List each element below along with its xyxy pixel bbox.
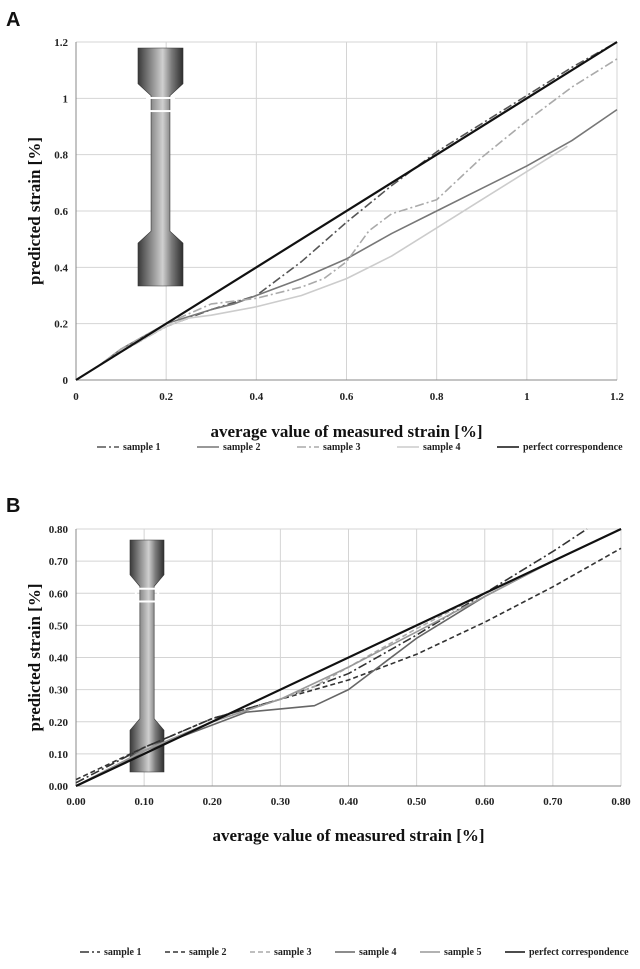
y-tick-label: 0.80 (49, 524, 69, 536)
legend-label: sample 1 (104, 947, 142, 958)
specimen-photo (137, 47, 184, 287)
x-tick-label: 0.80 (611, 796, 631, 808)
series-line-1 (75, 528, 588, 784)
y-tick-label: 0.60 (49, 588, 69, 600)
x-tick-label: 0.8 (430, 391, 444, 403)
x-axis-title: average value of measured strain [%] (210, 422, 482, 441)
y-axis-title: predicted strain [%] (25, 584, 44, 732)
legend-label: sample 3 (274, 947, 312, 958)
series-line-3 (75, 58, 618, 381)
specimen-body (137, 47, 184, 287)
y-tick-label: 0.8 (54, 150, 68, 162)
legend-label: sample 4 (423, 442, 461, 453)
y-tick-label: 0.10 (49, 749, 69, 761)
y-tick-label: 1 (63, 93, 69, 105)
x-tick-label: 0.00 (66, 796, 86, 808)
x-tick-label: 1 (524, 391, 530, 403)
x-tick-label: 0 (73, 391, 79, 403)
x-tick-label: 0.70 (543, 796, 563, 808)
x-tick-label: 0.50 (407, 796, 427, 808)
x-tick-label: 0.10 (135, 796, 155, 808)
x-tick-label: 0.60 (475, 796, 495, 808)
y-tick-label: 0.2 (54, 319, 68, 331)
y-tick-label: 0.40 (49, 653, 69, 665)
y-tick-label: 0 (63, 375, 69, 387)
chart-panel-b: B 0.00 0.10 0.20 0.30 0.40 0.50 0.60 0.70 0.80 0.0… (6, 495, 631, 958)
measurement-window-marker (146, 96, 175, 113)
panel-label: B (6, 495, 20, 517)
legend-label: perfect correspondence (529, 947, 629, 958)
y-tick-label: 0.70 (49, 556, 69, 568)
legend-label: sample 1 (123, 442, 161, 453)
series-line-6 (75, 528, 622, 787)
measurement-window-marker (134, 587, 160, 603)
series-line-5 (75, 41, 618, 381)
x-tick-label: 0.6 (340, 391, 354, 403)
legend-label: sample 3 (323, 442, 361, 453)
x-tick-label: 0.4 (249, 391, 263, 403)
chart-panel-a: A 0 0.2 0.4 0.6 0.8 1 1.2 0 0.2 0.4 0.6 0.8 1 1.2 avera… (6, 9, 624, 453)
x-tick-label: 1.2 (610, 391, 624, 403)
legend-label: sample 2 (223, 442, 261, 453)
legend: sample 1 sample 2 sample 3 sample 4 sample 5… (80, 947, 629, 958)
y-tick-label: 1.2 (54, 37, 68, 49)
x-tick-label: 0.20 (203, 796, 223, 808)
y-axis-title: predicted strain [%] (25, 137, 44, 285)
y-tick-label: 0.6 (54, 206, 68, 218)
y-tick-label: 0.00 (49, 781, 69, 793)
specimen-photo (129, 539, 165, 773)
series-line-1 (75, 41, 618, 381)
x-tick-label: 0.40 (339, 796, 359, 808)
legend-label: sample 4 (359, 947, 397, 958)
x-tick-label: 0.2 (159, 391, 173, 403)
panel-label: A (6, 9, 20, 31)
legend-label: sample 2 (189, 947, 227, 958)
y-tick-label: 0.4 (54, 262, 68, 274)
specimen-body (129, 539, 165, 773)
x-tick-label: 0.30 (271, 796, 291, 808)
legend-label: perfect correspondence (523, 442, 623, 453)
series-line-2 (75, 547, 622, 781)
y-tick-label: 0.20 (49, 717, 69, 729)
legend: sample 1 sample 2 sample 3 sample 4 perfect … (97, 442, 623, 453)
y-tick-label: 0.30 (49, 685, 69, 697)
legend-label: sample 5 (444, 947, 482, 958)
y-tick-label: 0.50 (49, 620, 69, 632)
x-axis-title: average value of measured strain [%] (212, 826, 484, 845)
